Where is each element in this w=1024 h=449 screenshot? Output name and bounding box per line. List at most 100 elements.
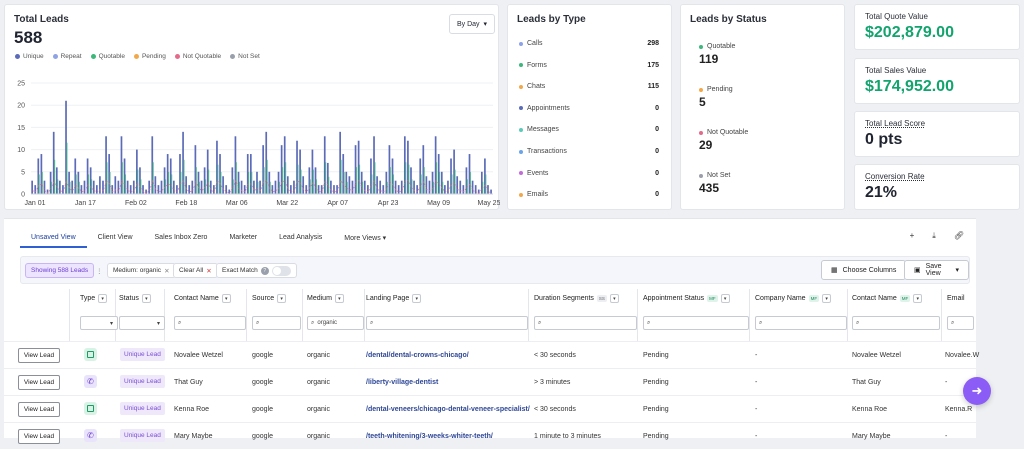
- chart-bar-quotable: [346, 181, 348, 194]
- landing-page-link[interactable]: /liberty-village-dentist: [366, 379, 439, 386]
- chart-bar-quotable: [300, 169, 302, 194]
- search-icon: ⌕: [178, 319, 182, 326]
- view-lead-button[interactable]: View Lead: [18, 402, 60, 417]
- download-icon[interactable]: ⤓: [932, 231, 936, 240]
- chevron-down-icon[interactable]: ▾: [913, 293, 923, 303]
- chart-bar-quotable: [217, 164, 219, 194]
- toggle-switch[interactable]: [271, 265, 291, 276]
- x-tick-label: Apr 07: [327, 200, 348, 207]
- chart-bar-quotable: [137, 169, 139, 194]
- column-header-duration[interactable]: Duration Segments SS ▾: [534, 289, 619, 307]
- column-filter-contact[interactable]: ⌕: [174, 316, 246, 330]
- status-label-wrap: Not Set: [699, 172, 730, 179]
- chart-bar: [302, 176, 305, 194]
- y-tick-label: 0: [21, 192, 25, 199]
- status-row-pending: Pending 5: [699, 86, 733, 109]
- tab-unsaved-view[interactable]: Unsaved View: [20, 231, 87, 248]
- chevron-down-icon[interactable]: ▾: [221, 293, 231, 303]
- column-filter-type[interactable]: ▾: [80, 316, 118, 330]
- kpi-label: Total Sales Value: [865, 66, 927, 75]
- column-header-appt[interactable]: Appointment Status MF ▾: [643, 289, 730, 307]
- column-header-landing[interactable]: Landing Page ▾: [366, 289, 422, 307]
- chart-bar: [290, 185, 292, 194]
- chevron-down-icon[interactable]: ▾: [822, 293, 832, 303]
- chart-bar: [34, 185, 37, 194]
- clear-all-button[interactable]: Clear All ✕: [173, 263, 218, 278]
- close-icon[interactable]: ✕: [164, 267, 170, 275]
- column-header-status[interactable]: Status ▾: [119, 289, 151, 307]
- view-lead-button[interactable]: View Lead: [18, 429, 60, 444]
- chart-bar: [49, 171, 52, 194]
- column-filter-landing[interactable]: ⌕: [366, 316, 528, 330]
- chart-bar: [333, 185, 335, 194]
- choose-columns-button[interactable]: ▦ Choose Columns: [821, 260, 907, 280]
- plus-icon[interactable]: +: [909, 231, 915, 240]
- chevron-down-icon[interactable]: ▾: [277, 293, 287, 303]
- chevron-down-icon[interactable]: ▾: [609, 293, 619, 303]
- chevron-down-icon[interactable]: ▾: [334, 293, 344, 303]
- column-header-contact[interactable]: Contact Name ▾: [174, 289, 231, 307]
- legend-item[interactable]: Repeat: [52, 53, 82, 60]
- column-filter-appt[interactable]: ⌕: [643, 316, 749, 330]
- chevron-down-icon[interactable]: ▾: [720, 293, 730, 303]
- chart-bar: [240, 180, 243, 194]
- column-header-type[interactable]: Type ▾: [80, 289, 108, 307]
- chart-bar: [145, 189, 147, 194]
- column-filter-duration[interactable]: ⌕: [534, 316, 637, 330]
- x-tick-label: May 09: [427, 200, 450, 207]
- column-header-company[interactable]: Company Name MF ▾: [755, 289, 832, 307]
- column-filter-source[interactable]: ⌕: [252, 316, 301, 330]
- period-select[interactable]: By Day ▾: [449, 14, 495, 34]
- save-view-button[interactable]: ▣ Save View ▾: [904, 260, 969, 280]
- legend-item[interactable]: Unique: [15, 53, 44, 60]
- chart-bar: [320, 185, 323, 194]
- link-icon[interactable]: 🔗︎: [953, 231, 964, 240]
- chart-bar: [465, 167, 468, 194]
- landing-page-link[interactable]: /teeth-whitening/3-weeks-whiter-teeth/: [366, 433, 493, 440]
- chart-bar: [277, 171, 280, 194]
- column-filter-status[interactable]: ▾: [119, 316, 165, 330]
- tab-client-view[interactable]: Client View: [97, 234, 133, 241]
- column-filter-email[interactable]: ⌕: [947, 316, 974, 330]
- column-header-email[interactable]: Email: [947, 289, 965, 307]
- chevron-down-icon[interactable]: ▾: [141, 293, 151, 303]
- chart-bar-quotable: [328, 176, 330, 194]
- chart-bar-quotable: [439, 172, 441, 194]
- landing-page-link[interactable]: /dental/dental-crowns-chicago/: [366, 352, 469, 359]
- contact-name: Novalee Wetzel: [174, 352, 223, 359]
- view-lead-button[interactable]: View Lead: [18, 348, 60, 363]
- tab-marketer[interactable]: Marketer: [229, 234, 258, 241]
- legend-item[interactable]: Quotable: [90, 53, 125, 60]
- column-header-contact2[interactable]: Contact Name MF ▾: [852, 289, 923, 307]
- tab-lead-analysis[interactable]: Lead Analysis: [279, 234, 323, 241]
- kebab-icon[interactable]: ⋮: [96, 267, 103, 275]
- total-leads-title: Total Leads: [14, 14, 69, 25]
- column-filter-company[interactable]: ⌕: [755, 316, 847, 330]
- next-arrow-button[interactable]: ➜: [963, 377, 991, 405]
- legend-item[interactable]: Pending: [133, 53, 166, 60]
- column-header-medium[interactable]: Medium ▾: [307, 289, 344, 307]
- y-tick-label: 20: [17, 103, 25, 110]
- column-filter-medium[interactable]: ⌕ organic: [307, 316, 364, 330]
- chevron-down-icon[interactable]: ▾: [98, 293, 108, 303]
- not-quotable-line: [32, 179, 492, 194]
- kpi-conversion-rate: Conversion Rate 21%: [854, 164, 1020, 210]
- tab-sales-inbox-zero[interactable]: Sales Inbox Zero: [154, 234, 208, 241]
- tab-more-views[interactable]: More Views ▾: [333, 231, 397, 248]
- chart-bar: [413, 180, 415, 194]
- view-lead-button[interactable]: View Lead: [18, 375, 60, 390]
- exact-match-toggle[interactable]: Exact Match?: [216, 263, 297, 278]
- column-header-source[interactable]: Source ▾: [252, 289, 287, 307]
- medium-filter-chip[interactable]: Medium: organic ✕: [107, 263, 176, 278]
- column-filter-contact2[interactable]: ⌕: [852, 316, 940, 330]
- chart-bar: [154, 176, 157, 194]
- chart-bar: [92, 180, 95, 194]
- legend-item[interactable]: Not Quotable: [174, 53, 221, 60]
- status-value: 119: [699, 52, 719, 66]
- chart-bar: [253, 180, 255, 194]
- chart-bar-quotable: [297, 164, 299, 194]
- chevron-down-icon[interactable]: ▾: [412, 293, 422, 303]
- type-row-transactions: Transactions 0: [519, 148, 659, 155]
- legend-item[interactable]: Not Set: [230, 53, 260, 60]
- landing-page-link[interactable]: /dental-veneers/chicago-dental-veneer-sp…: [366, 406, 530, 413]
